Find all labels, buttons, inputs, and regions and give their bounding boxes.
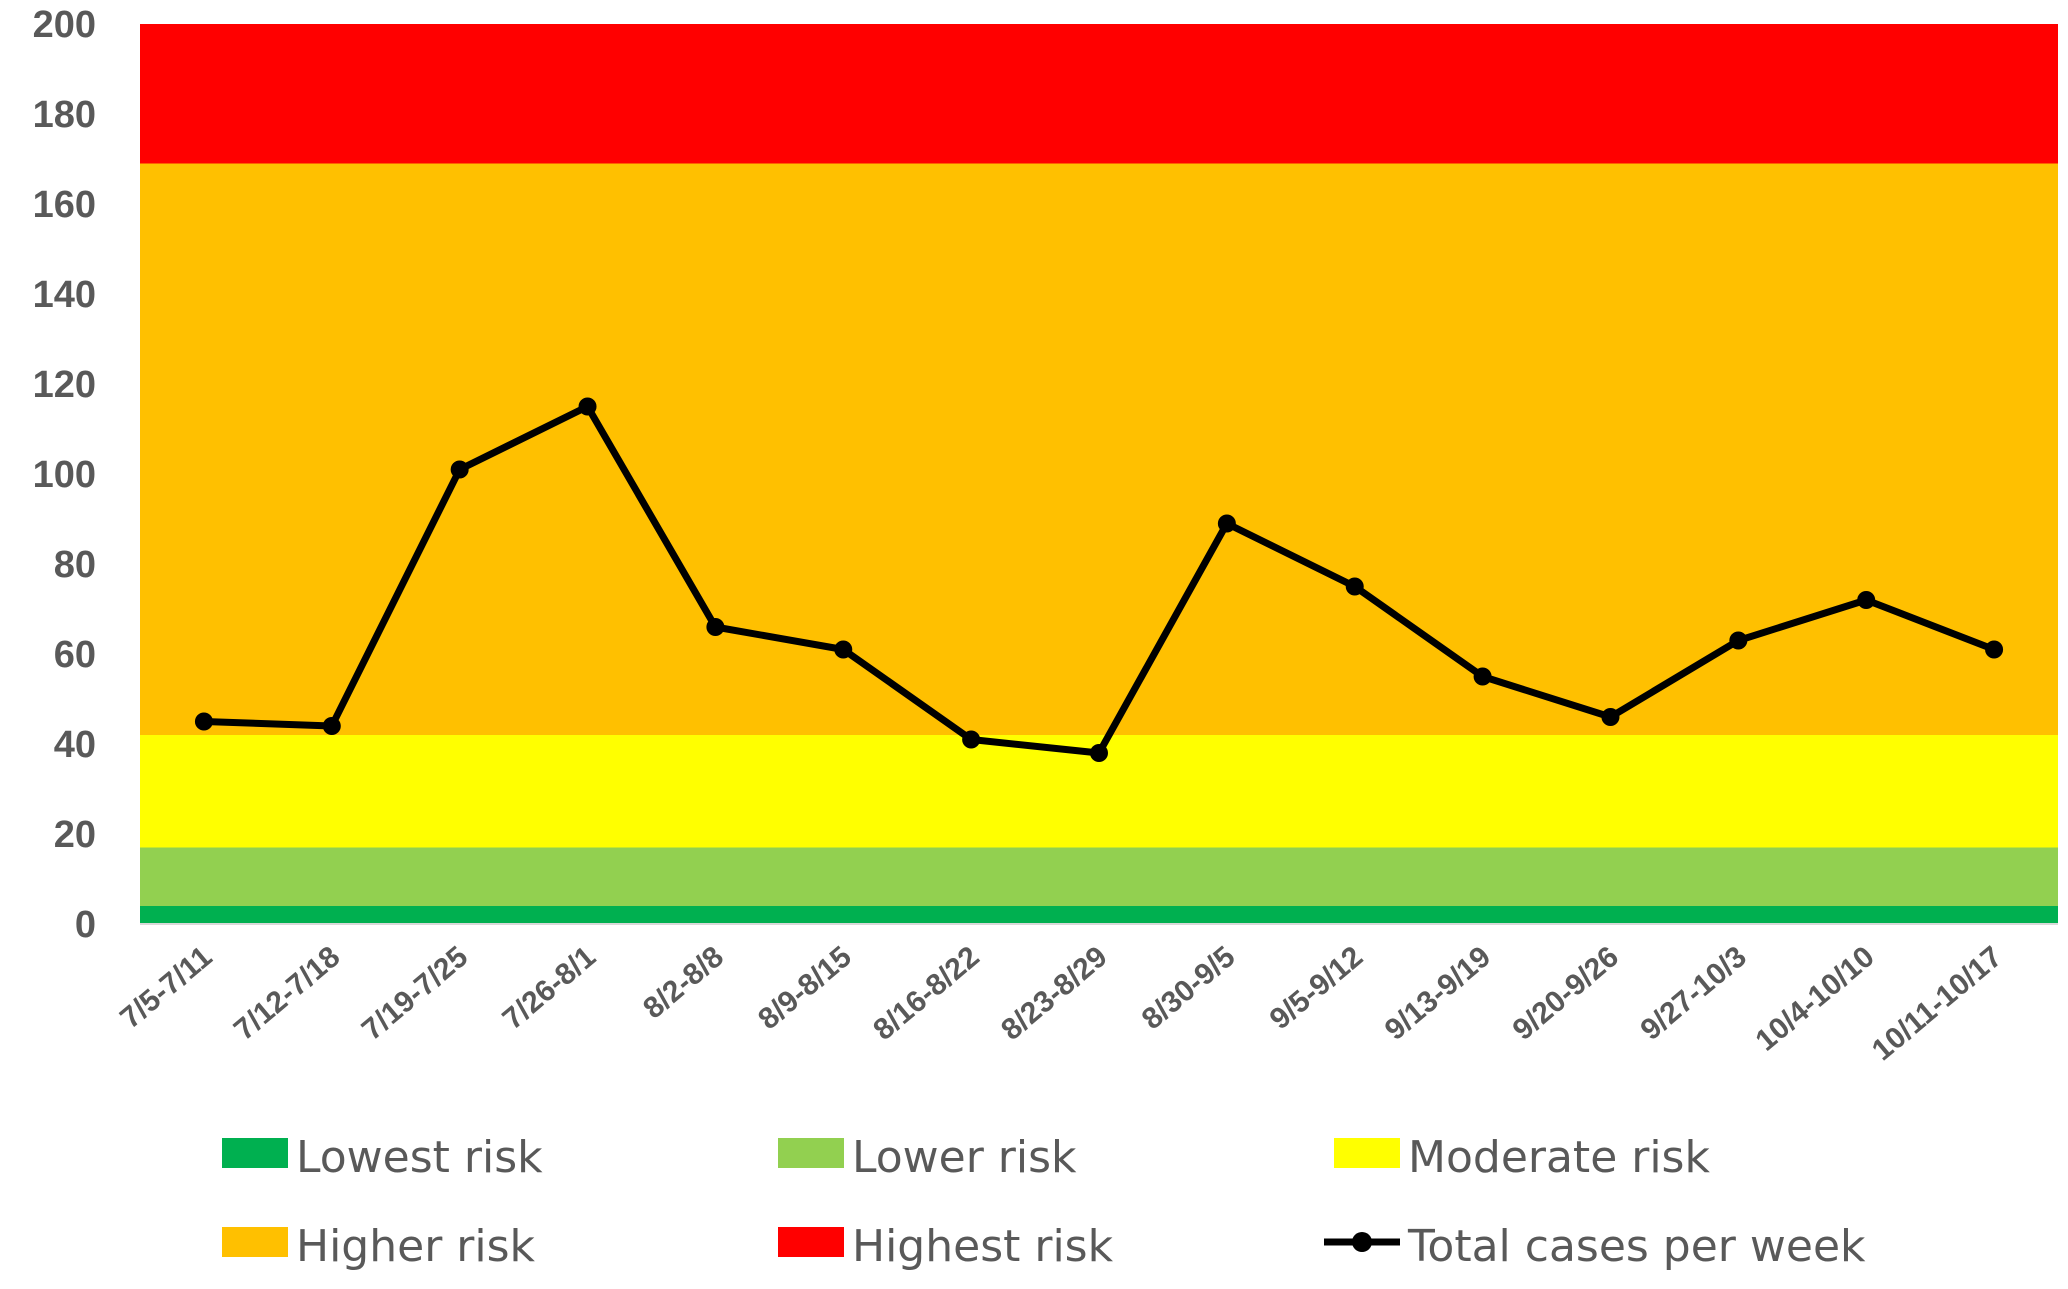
x-tick-label: 8/2-8/8 xyxy=(637,940,730,1025)
legend-swatch xyxy=(1334,1138,1400,1168)
legend-item: Highest risk xyxy=(778,1221,1114,1272)
y-tick-label: 0 xyxy=(75,904,96,946)
data-point xyxy=(1601,708,1620,726)
legend-item: Higher risk xyxy=(222,1221,536,1272)
legend-swatch xyxy=(778,1138,844,1168)
legend-label: Lowest risk xyxy=(296,1132,543,1183)
data-point xyxy=(1345,577,1364,596)
band-highest-risk xyxy=(140,24,2058,164)
data-point xyxy=(962,730,981,749)
x-tick-label: 9/27-10/3 xyxy=(1635,940,1753,1047)
legend-item: Moderate risk xyxy=(1334,1132,1710,1183)
data-point xyxy=(1217,514,1236,533)
y-tick-label: 40 xyxy=(54,724,96,766)
band-higher-risk xyxy=(140,163,2058,735)
x-tick-label: 7/5-7/11 xyxy=(114,940,218,1035)
x-tick-label: 7/26-8/1 xyxy=(496,940,602,1036)
x-tick-label: 9/5-9/12 xyxy=(1264,940,1370,1036)
y-axis-ticks: 0 20 40 60 80 100 120 140 160 180 200 xyxy=(33,4,96,946)
legend-label: Highest risk xyxy=(852,1221,1114,1272)
y-tick-label: 100 xyxy=(33,454,96,496)
data-point xyxy=(578,397,597,416)
y-tick-label: 200 xyxy=(33,4,96,46)
x-tick-label: 7/12-7/18 xyxy=(228,940,346,1047)
legend-label: Higher risk xyxy=(296,1221,536,1272)
legend-point-marker xyxy=(1352,1232,1372,1252)
x-tick-label: 8/30-9/5 xyxy=(1136,940,1242,1036)
y-tick-label: 20 xyxy=(54,814,96,856)
x-tick-label: 10/11-10/17 xyxy=(1866,940,2009,1067)
y-tick-label: 120 xyxy=(33,364,96,406)
y-tick-label: 80 xyxy=(54,544,96,586)
y-tick-label: 140 xyxy=(33,274,96,316)
legend-swatch xyxy=(222,1138,288,1168)
risk-bands xyxy=(140,24,2058,925)
data-point xyxy=(1090,744,1108,762)
x-axis-ticks: 7/5-7/11 7/12-7/18 7/19-7/25 7/26-8/1 8/2-8/… xyxy=(114,940,2008,1067)
legend-item: Lowest risk xyxy=(222,1132,543,1183)
data-point xyxy=(1473,667,1492,686)
x-tick-label: 10/4-10/10 xyxy=(1750,940,1881,1057)
data-point xyxy=(322,717,341,735)
x-tick-label: 9/20-9/26 xyxy=(1507,940,1625,1047)
legend: Lowest risk Lower risk Moderate risk Higher… xyxy=(222,1132,1866,1272)
band-lower-risk xyxy=(140,847,2058,906)
legend-label: Lower risk xyxy=(852,1132,1077,1183)
band-lowest-risk xyxy=(140,906,2058,924)
data-point xyxy=(1729,631,1748,650)
y-tick-label: 180 xyxy=(33,94,96,136)
data-point xyxy=(194,712,213,731)
legend-label: Total cases per week xyxy=(1407,1221,1866,1272)
y-tick-label: 60 xyxy=(54,634,96,676)
data-point xyxy=(1985,640,2004,659)
x-tick-label: 8/9-8/15 xyxy=(752,940,858,1036)
legend-item: Total cases per week xyxy=(1324,1221,1866,1272)
legend-swatch xyxy=(222,1227,288,1257)
data-point xyxy=(450,460,469,479)
data-point xyxy=(1857,591,1876,609)
data-point xyxy=(706,618,725,636)
x-tick-label: 9/13-9/19 xyxy=(1379,940,1497,1047)
series-total-cases xyxy=(194,397,2004,762)
x-tick-label: 7/19-7/25 xyxy=(356,940,474,1047)
data-point xyxy=(834,640,853,659)
legend-label: Moderate risk xyxy=(1408,1132,1710,1183)
x-tick-label: 8/16-8/22 xyxy=(867,940,985,1047)
x-tick-label: 8/23-8/29 xyxy=(995,940,1113,1047)
y-tick-label: 160 xyxy=(33,184,96,226)
legend-item: Lower risk xyxy=(778,1132,1077,1183)
legend-swatch xyxy=(778,1227,844,1257)
